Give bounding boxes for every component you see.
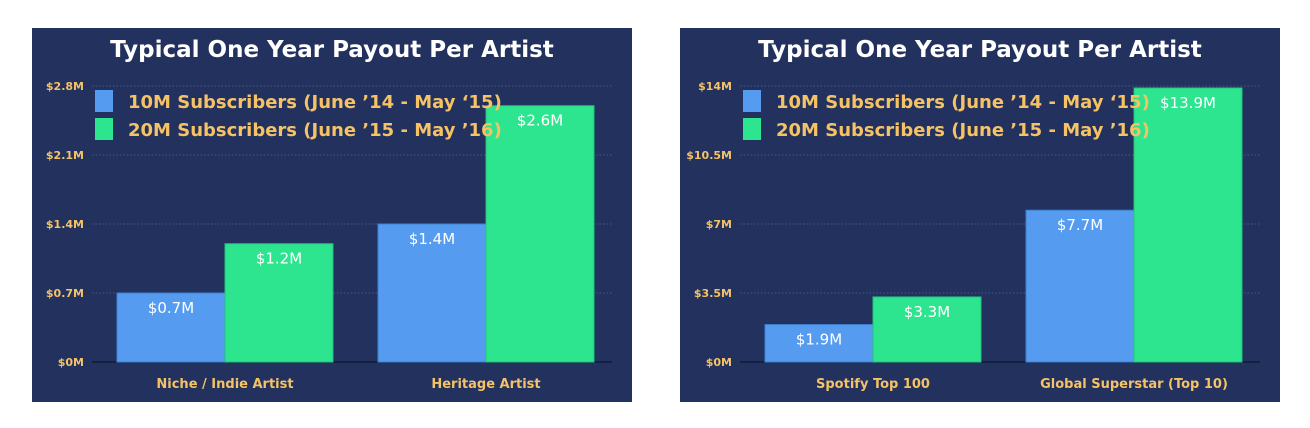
bar-value-label: $7.7M [1057, 216, 1103, 234]
bar-10m [116, 292, 226, 363]
bar-value-label: $1.4M [409, 230, 455, 248]
bar-20m [1133, 87, 1243, 363]
y-tick-label: $3.5M [694, 287, 732, 300]
bar-value-label: $1.2M [256, 250, 302, 268]
y-tick-label: $0M [58, 356, 84, 369]
category-label: Global Superstar (Top 10) [1040, 377, 1228, 392]
bar-10m [1025, 209, 1135, 363]
bar-chart: Typical One Year Payout Per Artist $0M $3.… [686, 37, 1260, 392]
legend-swatch [95, 90, 113, 112]
category-label: Heritage Artist [431, 377, 540, 392]
legend-swatch [95, 118, 113, 140]
bar-value-label: $0.7M [148, 299, 194, 317]
bar-20m [224, 243, 334, 363]
bar-value-label: $13.9M [1160, 94, 1216, 112]
legend-label: 20M Subscribers (June ’15 - May ’16) [776, 120, 1150, 141]
y-tick-label: $7M [706, 218, 732, 231]
y-tick-label: $1.4M [46, 218, 84, 231]
legend-swatch [743, 90, 761, 112]
chart-panel-left: Typical One Year Payout Per Artist $0M $0.… [32, 28, 632, 402]
bar-10m [764, 324, 874, 363]
bar-chart: Typical One Year Payout Per Artist $0M $0.… [46, 37, 612, 392]
legend-label: 10M Subscribers (June ’14 - May ‘15) [128, 92, 502, 113]
y-tick-label: $0M [706, 356, 732, 369]
bar-10m [377, 223, 487, 363]
legend-swatch [743, 118, 761, 140]
bar-value-label: $3.3M [904, 303, 950, 321]
chart-title: Typical One Year Payout Per Artist [110, 37, 554, 63]
category-label: Spotify Top 100 [816, 377, 930, 392]
bar-20m [485, 105, 595, 363]
y-tick-label: $0.7M [46, 287, 84, 300]
chart-title: Typical One Year Payout Per Artist [758, 37, 1202, 63]
bar-20m [872, 296, 982, 363]
bar-value-label: $2.6M [517, 112, 563, 130]
legend-label: 10M Subscribers (June ’14 - May ‘15) [776, 92, 1150, 113]
legend-label: 20M Subscribers (June ’15 - May ’16) [128, 120, 502, 141]
y-tick-label: $14M [698, 80, 732, 93]
y-tick-label: $10.5M [686, 149, 732, 162]
chart-panel-right: Typical One Year Payout Per Artist $0M $3.… [680, 28, 1280, 402]
category-label: Niche / Indie Artist [156, 377, 293, 392]
bar-value-label: $1.9M [796, 331, 842, 349]
y-tick-label: $2.1M [46, 149, 84, 162]
y-tick-label: $2.8M [46, 80, 84, 93]
